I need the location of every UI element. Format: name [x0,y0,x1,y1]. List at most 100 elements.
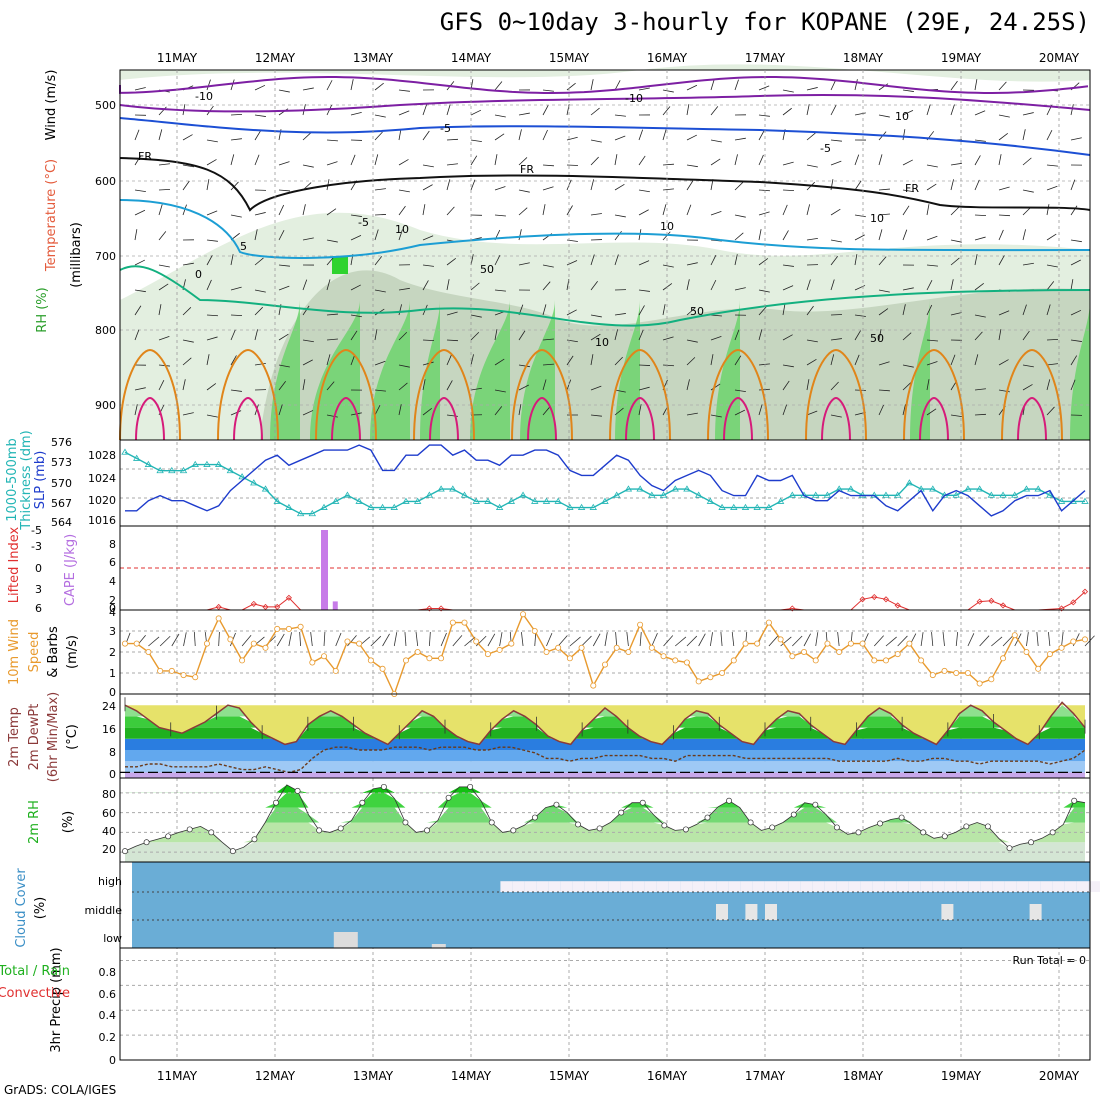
cloud-high-clear [536,881,549,892]
wind10-tick-label: 2 [109,646,116,659]
rh2m-marker [488,819,495,826]
wind-barb [206,79,211,91]
wind-barb [710,106,719,116]
wind10-series-marker [765,619,772,626]
wind10-barb [276,633,285,647]
thickness-series-marker [273,497,281,504]
wind-barb [326,279,331,291]
wind-barb [422,280,429,291]
wind-barb [758,306,767,316]
wind10-series-marker [683,659,690,666]
wind-barb [902,364,914,368]
wind-barb [638,305,645,316]
cape-tick-label: 6 [109,556,116,569]
wind10-axis-label-barbs: & Barbs [46,626,61,678]
cloud-high-clear [560,881,573,892]
wind-barb [1046,264,1058,268]
li-series-marker [999,602,1007,609]
wind-barb [302,410,314,416]
wind-barb [230,79,235,91]
wind-barb [638,289,650,292]
cloud-high-clear [932,881,945,892]
pressure-tick-label: 500 [95,99,116,112]
wind-barb [374,131,383,141]
rh2m-marker [639,799,646,806]
thickness-series-marker [975,485,984,492]
wind-barb [182,134,193,141]
wind-barb [614,80,621,91]
wind-barb [686,379,690,391]
precip-frame [119,947,1091,1061]
wind-barb [902,332,912,341]
wind-barb [398,287,410,291]
wind-barb [542,338,554,341]
wind10-barb [159,635,171,647]
wind-barb [830,239,842,243]
rh2m-marker [1071,797,1078,804]
wind-barb [1022,262,1034,266]
upper-air-panel: -10 -10-5-5FRFRFR-55101010505050101005006… [95,64,1091,441]
wind10-series-marker [1058,644,1065,651]
wind10-series-marker [906,640,913,647]
wind-barb [902,89,914,92]
wind-barb [278,161,290,166]
wind10-barb [615,632,618,647]
thickness-series-marker [624,485,633,492]
wind-barb [614,329,619,341]
wind-barb [254,130,262,141]
wind-barb [374,82,384,91]
wind-barb [398,110,410,116]
wind-barb [686,339,698,343]
wind-barb [614,214,626,218]
wind-barb [494,254,501,266]
wind-barb [806,204,811,216]
contour-label: 10 [395,223,409,236]
wind-barb [662,231,671,241]
wind-barb [974,331,983,341]
wind10-series-marker [543,649,550,656]
wind10-barb [803,633,811,647]
rh2m-marker [963,823,970,830]
wind-barb [326,80,333,91]
wind-barb [374,114,386,118]
wind-barb [398,205,406,216]
contour-plus15 [805,348,867,441]
rh2m-tick-label: 20 [102,843,116,856]
rh2m-marker [769,824,776,831]
slp-tick-label: 1028 [88,449,116,462]
contour-plus20 [625,396,655,441]
wind-barb [686,279,690,291]
rh2m-marker [596,825,603,832]
wind-barb [638,189,650,193]
wind-barb [302,237,314,241]
wind10-series-marker [356,640,363,647]
wind-barb [278,285,290,291]
wind10-series-marker [695,678,702,685]
wind10-barb [698,633,706,647]
rh2m-marker [273,799,279,806]
thickness-series-marker [812,491,820,498]
li-series-marker [274,603,281,611]
wind-barb [278,89,290,93]
cape-tick-label: 0 [109,602,116,615]
wind-barb [206,414,218,418]
cloud-level-label: low [103,932,122,945]
rh2m-marker [229,848,236,855]
contour-plus20 [331,396,361,441]
li-axis-label: Lifted Index [7,526,22,603]
thickness-series-marker [449,485,457,492]
wind-barb [998,214,1011,217]
wind-barb [590,139,602,143]
wind-barb [662,264,674,268]
wind-barb [998,154,1002,166]
cloud-high-clear [692,881,705,892]
cloud-high-clear [752,881,765,892]
wind-barb [158,264,170,268]
thickness-series-marker [133,454,141,461]
date-label-top: 11MAY [157,51,198,65]
precip-tick-label: 0.4 [99,1009,117,1022]
wind-barb [302,339,314,343]
wind-barb [734,329,740,341]
wind-barb [494,289,506,292]
thickness-series-marker [858,491,867,498]
